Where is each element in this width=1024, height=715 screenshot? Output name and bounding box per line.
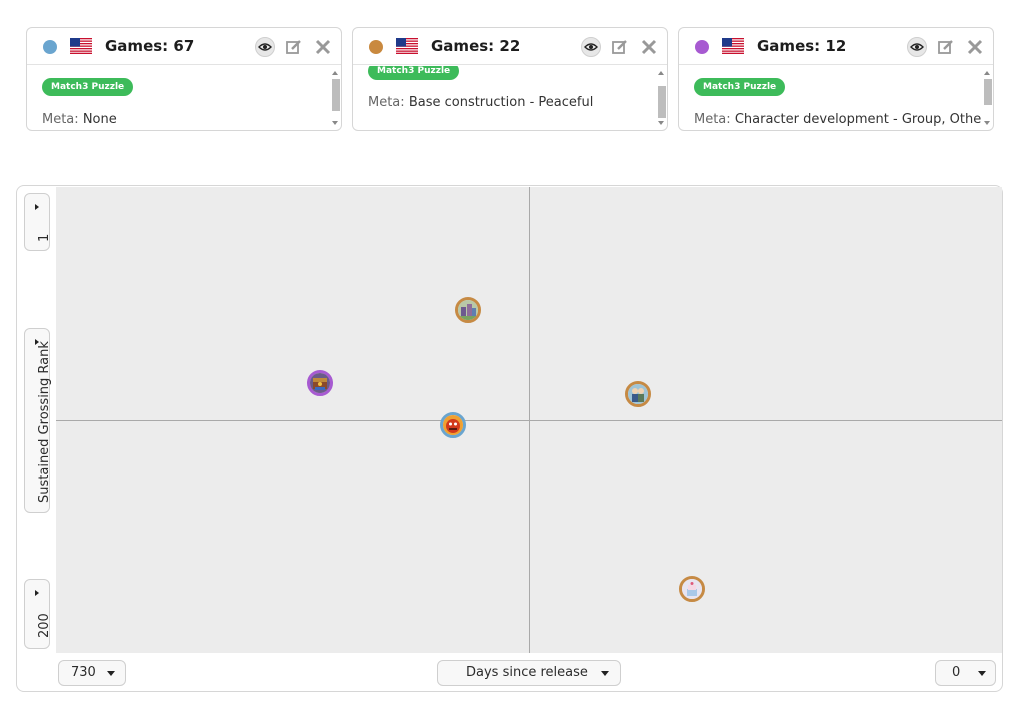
game-point-cake[interactable]	[679, 576, 705, 602]
horizontal-divider-line	[56, 420, 1002, 421]
eye-icon[interactable]	[581, 37, 601, 57]
expand-arrow-icon	[35, 590, 39, 596]
us-flag-icon	[722, 38, 744, 54]
positioning-chart-panel: 1 Sustained Grossing Rank 200	[16, 185, 1003, 692]
card-body: Match3 Puzzle Meta: Base construction - …	[353, 66, 655, 130]
meta-label: Meta:	[368, 95, 405, 110]
scroll-down-arrow-icon[interactable]	[984, 121, 990, 125]
y-axis-top-select[interactable]: 1	[24, 193, 52, 251]
card-body: Match3 Puzzle Meta: None	[27, 66, 329, 130]
card-scrollbar[interactable]	[981, 66, 993, 130]
meta-label: Meta:	[42, 112, 79, 127]
game-point-castle[interactable]	[455, 297, 481, 323]
x-axis-min-select[interactable]: 730	[58, 660, 126, 686]
card-scrollbar[interactable]	[329, 66, 341, 130]
expand-arrow-icon	[35, 204, 39, 210]
game-point-treasure[interactable]	[307, 370, 333, 396]
treasure-game-icon	[310, 373, 330, 393]
scroll-up-arrow-icon[interactable]	[658, 71, 664, 75]
genre-tag: Match3 Puzzle	[42, 78, 134, 96]
card-header: Games: 22	[353, 28, 667, 65]
x-axis-metric-select[interactable]: Days since release	[437, 660, 621, 686]
y-axis-top-value: 1	[37, 233, 52, 242]
meta-value: Character development - Group, Other	[734, 112, 981, 127]
chevron-down-icon	[601, 671, 609, 676]
card-header: Games: 12	[679, 28, 993, 65]
y-axis-label: Sustained Grossing Rank	[37, 341, 52, 503]
us-flag-icon	[396, 38, 418, 54]
red-creature-game-icon	[443, 415, 463, 435]
scroll-down-arrow-icon[interactable]	[332, 121, 338, 125]
games-count: Games: 12	[757, 37, 847, 55]
eye-icon[interactable]	[255, 37, 275, 57]
castle-game-icon	[458, 300, 478, 320]
meta-value: None	[82, 112, 117, 127]
x-axis-max-select[interactable]: 0	[935, 660, 996, 686]
close-icon[interactable]	[639, 37, 659, 57]
close-icon[interactable]	[965, 37, 985, 57]
scrollbar-thumb[interactable]	[332, 79, 340, 111]
cake-game-icon	[682, 579, 702, 599]
x-axis-max-value: 0	[952, 665, 961, 680]
genre-tag: Match3 Puzzle	[368, 66, 460, 80]
scroll-down-arrow-icon[interactable]	[658, 121, 664, 125]
series-color-dot	[695, 40, 709, 54]
y-axis-bottom-value: 200	[37, 613, 52, 638]
edit-icon[interactable]	[284, 37, 304, 57]
card-scrollbar[interactable]	[655, 66, 667, 130]
card-header: Games: 67	[27, 28, 341, 65]
x-axis-min-value: 730	[71, 665, 96, 680]
close-icon[interactable]	[313, 37, 333, 57]
meta-value: Base construction - Peaceful	[408, 95, 594, 110]
scroll-up-arrow-icon[interactable]	[332, 71, 338, 75]
chevron-down-icon	[978, 671, 986, 676]
scrollbar-thumb[interactable]	[658, 86, 666, 118]
edit-icon[interactable]	[610, 37, 630, 57]
meta-label: Meta:	[694, 112, 731, 127]
chevron-down-icon	[107, 671, 115, 676]
scrollbar-thumb[interactable]	[984, 79, 992, 105]
segment-card-1: Games: 67 Match3 Puzzle Meta: None	[26, 27, 342, 131]
meta-line: Meta: None	[42, 112, 117, 127]
us-flag-icon	[70, 38, 92, 54]
x-axis-label: Days since release	[466, 665, 588, 680]
meta-line: Meta: Character development - Group, Oth…	[694, 112, 981, 127]
segment-card-3: Games: 12 Match3 Puzzle Meta: Character …	[678, 27, 994, 131]
characters-game-icon	[628, 384, 648, 404]
scroll-up-arrow-icon[interactable]	[984, 71, 990, 75]
game-point-characters[interactable]	[625, 381, 651, 407]
edit-icon[interactable]	[936, 37, 956, 57]
meta-line: Meta: Base construction - Peaceful	[368, 95, 593, 110]
scatter-plot-area	[56, 187, 1002, 653]
series-color-dot	[369, 40, 383, 54]
y-axis-metric-select[interactable]: Sustained Grossing Rank	[24, 328, 52, 513]
y-axis-bottom-select[interactable]: 200	[24, 579, 52, 649]
segment-cards: Games: 67 Match3 Puzzle Meta: None Games…	[0, 0, 1024, 140]
expand-arrow-icon	[35, 339, 39, 345]
eye-icon[interactable]	[907, 37, 927, 57]
games-count: Games: 67	[105, 37, 195, 55]
card-body: Match3 Puzzle Meta: Character developmen…	[679, 66, 981, 130]
game-point-red-creature[interactable]	[440, 412, 466, 438]
games-count: Games: 22	[431, 37, 521, 55]
segment-card-2: Games: 22 Match3 Puzzle Meta: Base const…	[352, 27, 668, 131]
series-color-dot	[43, 40, 57, 54]
genre-tag: Match3 Puzzle	[694, 78, 786, 96]
